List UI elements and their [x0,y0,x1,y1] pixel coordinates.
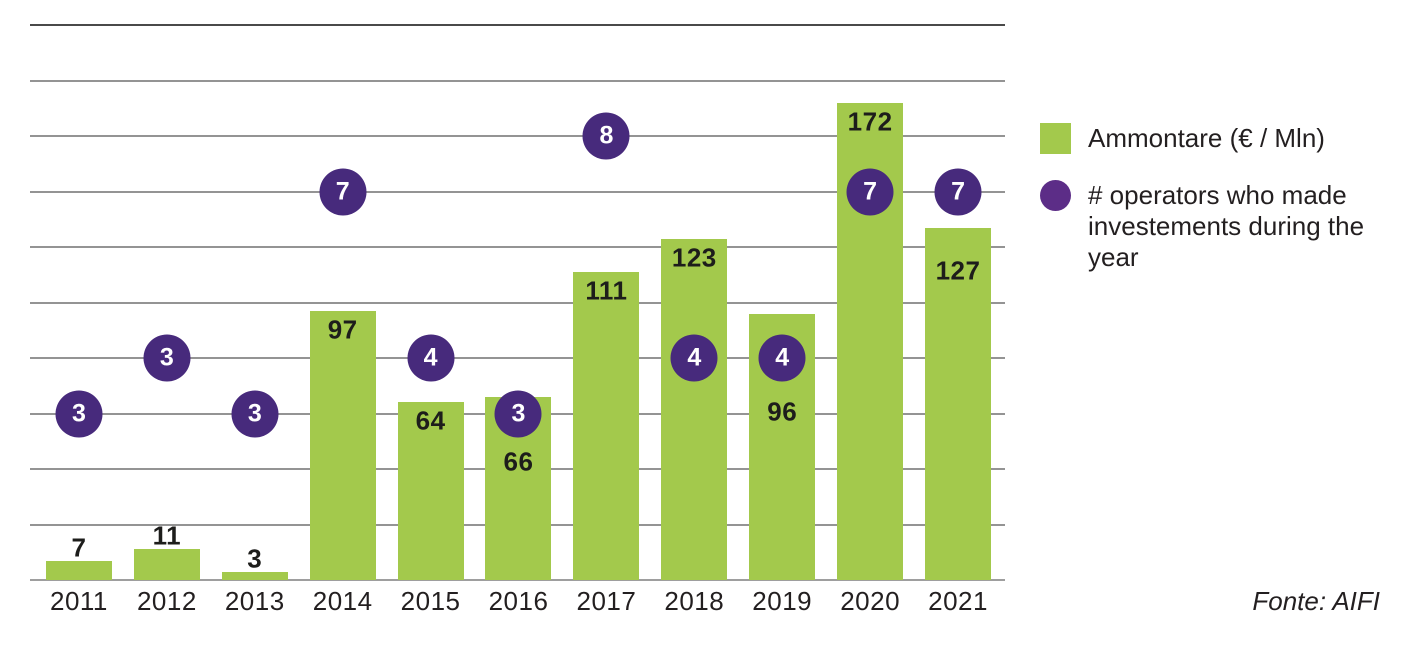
operators-value-label-2020: 7 [863,177,878,205]
operators-value-label-2021: 7 [951,177,965,205]
column-2019: 96 4 [738,25,826,580]
x-axis-label-2020: 2020 [840,586,901,616]
x-axis-label-2013: 2013 [224,586,285,616]
x-axis-labels: 2011 2012 2013 2014 2015 2016 2017 2018 2019 2020… [35,586,1002,616]
gridline-80 [30,357,1005,359]
column-2016: 66 3 [475,25,563,580]
gridline-100 [30,301,1005,304]
gridline-180 [30,79,1005,82]
operators-value-label-2018: 4 [687,343,702,372]
x-axis-label-2015: 2015 [400,586,461,616]
x-axis-label-2012: 2012 [136,586,197,616]
legend-label-operators: # operators who made investements during… [1088,180,1365,272]
legend-label-ammontare: Ammontare (€ / Mln) [1088,123,1325,153]
x-axis-label-2011: 2011 [49,586,108,616]
gridline-0 [30,579,1005,581]
x-axis-label-2017: 2017 [576,586,637,616]
operators-marker-2011: 3 [55,390,103,437]
gridline-160 [30,135,1005,137]
gridline-140 [30,190,1005,193]
x-axis-label-2016: 2016 [488,586,549,616]
column-2018: 123 4 [650,25,738,580]
operators-marker-2017: 8 [582,112,630,160]
operators-marker-2021: 7 [934,168,982,215]
operators-marker-2013: 3 [231,390,279,437]
column-2015: 64 4 [387,25,475,580]
bar-2011 [45,560,112,580]
operators-value-label-2015: 4 [423,343,438,372]
plot-columns: 7 3 11 3 3 3 97 7 64 4 66 3 111 8 123 4 96 4 172 7 127 7 [35,25,1002,580]
bar-value-label-2020: 172 [847,106,893,137]
bar-value-label-2018: 123 [671,242,717,273]
plot-area: 7 3 11 3 3 3 97 7 64 4 66 3 111 8 123 4 96 4 172 7 127 7 [30,24,1005,581]
gridline-200 [30,24,1005,26]
operators-value-label-2014: 7 [335,177,350,205]
bar-value-label-2013: 3 [247,543,263,574]
operators-marker-2019: 4 [758,334,806,382]
operators-value-label-2016: 3 [511,399,526,427]
x-axis-label-2014: 2014 [312,586,373,616]
bar-2015 [397,402,464,580]
bar-value-label-2021: 127 [935,255,981,286]
source-note: Fonte: AIFI [1252,586,1380,616]
bar-2013 [221,571,288,580]
legend-square-swatch [1040,123,1071,154]
bar-value-label-2012: 11 [152,520,182,551]
x-axis-label-2018: 2018 [664,586,725,616]
bar-value-label-2017: 111 [585,275,628,306]
bar-2021 [925,227,992,580]
x-axis-label-2021: 2021 [928,586,988,616]
operators-marker-2015: 4 [407,334,455,382]
legend-circle-swatch [1040,180,1071,211]
legend-item-operators: # operators who made investements during… [1040,180,1380,273]
operators-value-label-2011: 3 [72,399,86,427]
bar-2018 [661,238,728,580]
bar-2012 [133,549,200,580]
column-2020: 172 7 [826,25,914,580]
bar-value-label-2019: 96 [767,396,798,427]
column-2014: 97 7 [299,25,387,580]
bar-value-label-2014: 97 [327,314,358,345]
column-2021: 127 7 [914,25,1002,580]
bar-2017 [573,271,640,580]
bar-2014 [309,310,376,580]
bar-value-label-2016: 66 [503,446,534,477]
column-2017: 111 8 [562,25,650,580]
gridline-120 [30,246,1005,248]
operators-value-label-2017: 8 [599,121,614,150]
column-2012: 11 3 [123,25,211,580]
legend: Ammontare (€ / Mln) # operators who made… [1040,123,1380,273]
operators-value-label-2012: 3 [159,343,174,372]
operators-value-label-2019: 4 [775,343,790,372]
operators-marker-2012: 3 [143,334,191,382]
bar-value-label-2011: 7 [71,532,87,563]
operators-value-label-2013: 3 [247,399,262,427]
bar-value-label-2015: 64 [415,405,446,436]
operators-marker-2020: 7 [846,168,894,215]
operators-marker-2016: 3 [494,390,542,437]
operators-marker-2014: 7 [319,168,367,215]
legend-item-ammontare: Ammontare (€ / Mln) [1040,123,1380,154]
x-axis-label-2019: 2019 [752,586,813,616]
operators-marker-2018: 4 [670,334,718,382]
